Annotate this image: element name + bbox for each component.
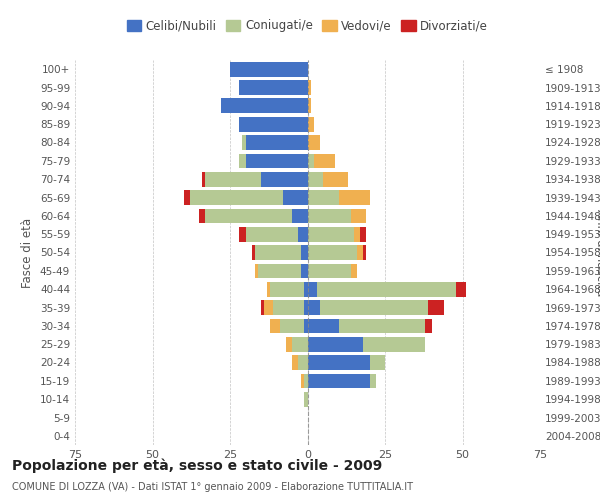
Bar — [308, 355, 370, 370]
Y-axis label: Anni di nascita: Anni di nascita — [594, 209, 600, 296]
Bar — [283, 190, 308, 205]
Bar — [239, 227, 245, 242]
Bar — [274, 300, 304, 315]
Bar — [230, 62, 308, 76]
Bar — [245, 135, 308, 150]
Bar — [221, 98, 308, 113]
Bar — [261, 300, 264, 315]
Bar — [280, 318, 304, 333]
Bar — [317, 282, 457, 296]
Bar — [308, 264, 351, 278]
Bar — [308, 245, 357, 260]
Bar — [308, 135, 320, 150]
Bar — [308, 98, 311, 113]
Bar — [308, 190, 338, 205]
Bar — [304, 300, 308, 315]
Bar — [239, 117, 308, 132]
Bar — [354, 227, 360, 242]
Bar — [261, 172, 308, 186]
Bar — [286, 337, 292, 351]
Legend: Celibi/Nubili, Coniugati/e, Vedovi/e, Divorziati/e: Celibi/Nubili, Coniugati/e, Vedovi/e, Di… — [124, 16, 491, 36]
Bar — [314, 154, 335, 168]
Bar — [320, 300, 428, 315]
Bar — [304, 282, 308, 296]
Y-axis label: Fasce di età: Fasce di età — [22, 218, 34, 288]
Bar — [370, 355, 385, 370]
Bar — [308, 374, 370, 388]
Bar — [308, 154, 314, 168]
Bar — [301, 245, 308, 260]
Bar — [298, 227, 308, 242]
Bar — [308, 208, 351, 223]
Bar — [428, 300, 444, 315]
Bar — [298, 355, 308, 370]
Bar — [364, 245, 367, 260]
Bar — [245, 154, 308, 168]
Bar — [267, 282, 271, 296]
Bar — [252, 245, 255, 260]
Bar — [323, 172, 348, 186]
Bar — [338, 318, 425, 333]
Bar — [304, 374, 308, 388]
Bar — [184, 190, 190, 205]
Bar — [308, 282, 317, 296]
Bar — [202, 172, 205, 186]
Bar — [304, 392, 308, 406]
Bar — [190, 190, 283, 205]
Bar — [357, 245, 364, 260]
Bar — [264, 300, 274, 315]
Bar — [245, 227, 298, 242]
Bar — [308, 172, 323, 186]
Bar — [301, 374, 304, 388]
Bar — [425, 318, 431, 333]
Bar — [270, 282, 304, 296]
Bar — [205, 208, 292, 223]
Bar — [239, 154, 245, 168]
Bar — [338, 190, 370, 205]
Bar — [255, 245, 301, 260]
Bar — [239, 80, 308, 95]
Bar — [351, 208, 367, 223]
Text: Popolazione per età, sesso e stato civile - 2009: Popolazione per età, sesso e stato civil… — [12, 458, 382, 473]
Bar — [205, 172, 261, 186]
Bar — [364, 337, 425, 351]
Bar — [292, 355, 298, 370]
Bar — [271, 318, 280, 333]
Bar — [308, 227, 354, 242]
Bar — [199, 208, 205, 223]
Bar — [292, 337, 308, 351]
Bar — [301, 264, 308, 278]
Bar — [308, 337, 364, 351]
Bar — [308, 80, 311, 95]
Text: COMUNE DI LOZZA (VA) - Dati ISTAT 1° gennaio 2009 - Elaborazione TUTTITALIA.IT: COMUNE DI LOZZA (VA) - Dati ISTAT 1° gen… — [12, 482, 413, 492]
Bar — [360, 227, 367, 242]
Bar — [308, 117, 314, 132]
Bar — [457, 282, 466, 296]
Bar — [370, 374, 376, 388]
Bar — [255, 264, 258, 278]
Bar — [351, 264, 357, 278]
Bar — [308, 300, 320, 315]
Bar — [308, 318, 338, 333]
Bar — [292, 208, 308, 223]
Bar — [304, 318, 308, 333]
Bar — [242, 135, 245, 150]
Bar — [258, 264, 301, 278]
